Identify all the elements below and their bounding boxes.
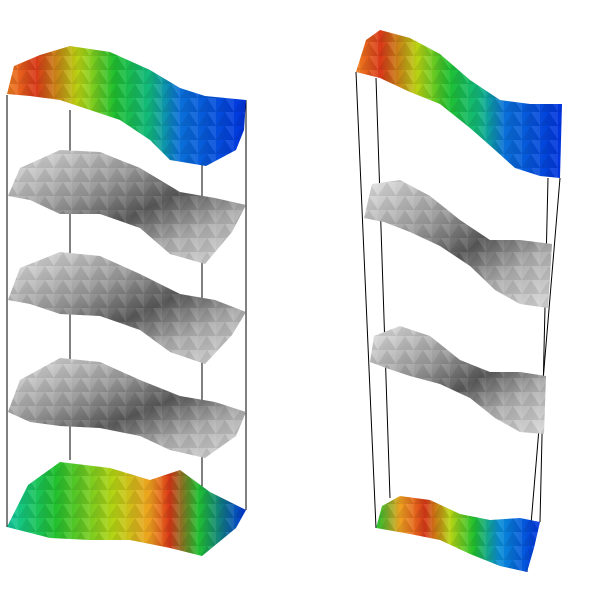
right-top-colored-surface — [356, 30, 562, 178]
right-stack — [355, 30, 562, 573]
right-frame-edge-4 — [539, 177, 549, 523]
right-frame-edge-2 — [375, 77, 391, 499]
left-gray-surface-2 — [8, 252, 246, 364]
left-top-colored-surface — [7, 46, 246, 166]
right-gray-surface-1 — [364, 180, 552, 308]
left-gray-surface-1 — [8, 150, 246, 264]
right-frame-edge-1 — [355, 71, 377, 529]
right-gray-surface-2 — [370, 326, 546, 434]
left-gray-surface-3 — [8, 358, 246, 458]
left-stack — [6, 46, 247, 556]
right-bottom-colored-surface — [376, 496, 540, 572]
left-bottom-colored-surface — [7, 462, 246, 556]
